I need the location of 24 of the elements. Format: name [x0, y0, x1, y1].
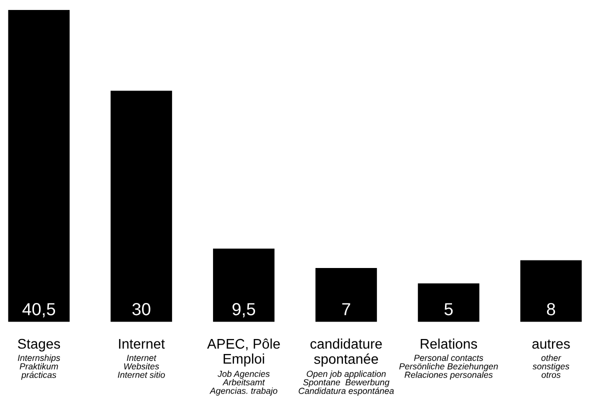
x-tick-label: autres	[532, 340, 570, 349]
bar	[520, 260, 582, 322]
text: other sonstiges otros	[532, 354, 570, 378]
x-tick-label: APEC, Pôle Emploi	[207, 338, 280, 366]
bar	[315, 268, 377, 322]
x-tick-label: Internet	[119, 339, 165, 349]
text: Internet Websites Internet sitio	[118, 354, 165, 378]
data-label: 9,5	[232, 303, 256, 318]
text: Personal contacts Persönliche Beziehungen Relaciones personales	[399, 354, 498, 380]
data-label: 7	[342, 303, 350, 316]
bar	[418, 283, 480, 322]
bar	[213, 248, 274, 322]
data-label: 40,5	[22, 303, 56, 318]
x-tick-label: candidature spontanée	[310, 338, 382, 367]
text: Open job application Spontane Bewerbung Candidatura espontánea	[298, 370, 394, 396]
data-label: 8	[546, 303, 556, 316]
text: Internships Praktikum prácticas	[18, 354, 60, 380]
x-tick-label: Relations	[420, 338, 478, 349]
x-tick-label: Stages	[18, 338, 60, 352]
data-label: 30	[132, 303, 150, 316]
bar	[110, 90, 172, 322]
data-label: 5	[444, 303, 453, 316]
text: Job Agencies Arbeitsamt Agencias. trabajo	[210, 370, 278, 396]
bar	[8, 10, 70, 322]
